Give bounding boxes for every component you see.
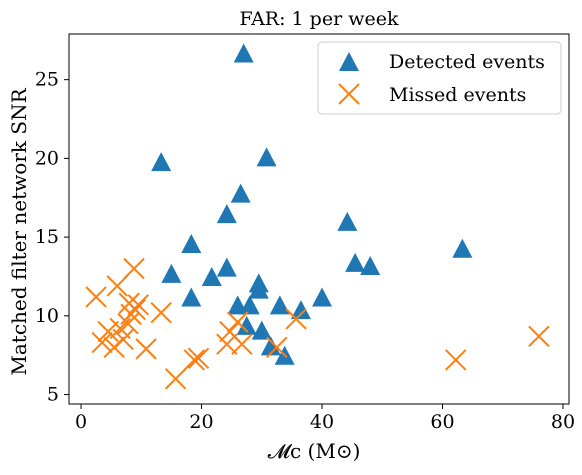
detected-event-point — [239, 295, 260, 315]
y-tick-label: 5 — [47, 384, 59, 406]
missed-event-point — [216, 333, 238, 355]
detected-event-point — [216, 204, 237, 224]
missed-event-point — [123, 257, 145, 280]
missed-event-point — [164, 368, 187, 390]
detected-event-point — [216, 257, 237, 277]
y-tick-label: 20 — [35, 147, 59, 169]
plot-marks — [85, 43, 550, 390]
missed-event-point — [183, 349, 206, 371]
missed-event-point — [231, 333, 253, 355]
detected-event-point — [230, 183, 251, 203]
x-tick-label: 60 — [430, 411, 454, 433]
detected-event-point — [290, 300, 311, 320]
y-tick-label: 25 — [35, 69, 59, 91]
x-tick-label: 40 — [310, 411, 334, 433]
detected-event-point — [345, 252, 366, 272]
x-tick-label: 0 — [75, 411, 87, 433]
missed-event-point — [187, 347, 210, 370]
detected-event-point — [201, 267, 222, 287]
x-axis-ticks: 0 20 40 60 80 — [75, 404, 575, 433]
x-axis-label: 𝓜c (M⊙) — [268, 439, 361, 463]
detected-event-point — [233, 43, 254, 63]
y-axis-label: Matched filter network SNR — [7, 87, 31, 375]
detected-event-point — [236, 315, 257, 335]
missed-event-point — [106, 275, 128, 297]
missed-event-point — [112, 328, 134, 351]
chart-title: FAR: 1 per week — [240, 8, 399, 30]
legend-label-detected: Detected events — [389, 51, 545, 73]
x-tick-label: 20 — [189, 411, 213, 433]
legend: Detected events Missed events — [317, 41, 562, 115]
detected-event-point — [256, 147, 277, 167]
detected-event-point — [452, 238, 473, 258]
detected-event-point — [260, 336, 281, 356]
detected-event-point — [181, 287, 202, 307]
x-tick-label: 80 — [551, 411, 575, 433]
legend-label-missed: Missed events — [389, 84, 526, 106]
missed-event-point — [124, 298, 146, 321]
missed-event-point — [135, 338, 157, 360]
y-tick-label: 15 — [35, 226, 59, 248]
missed-event-point — [150, 301, 172, 324]
missed-event-point — [127, 294, 149, 316]
missed-event-point — [97, 320, 119, 343]
missed-event-point — [528, 325, 550, 348]
detected-event-point — [161, 263, 182, 283]
detected-event-point — [251, 320, 272, 340]
missed-event-point — [226, 311, 249, 333]
detected-event-point — [360, 256, 381, 276]
detected-event-point — [181, 233, 202, 253]
missed-event-point — [91, 331, 113, 354]
detected-event-point — [269, 295, 290, 315]
missed-event-point — [266, 336, 288, 359]
legend-x-marker-icon — [338, 83, 360, 105]
legend-box — [317, 41, 562, 115]
y-axis-ticks: 5 10 15 20 25 — [35, 69, 69, 406]
detected-event-point — [151, 152, 172, 172]
detected-event-point — [312, 287, 333, 307]
legend-triangle-marker-icon — [339, 52, 359, 71]
detected-event-point — [248, 279, 269, 299]
detected-event-point — [337, 211, 358, 231]
missed-event-point — [445, 349, 467, 371]
missed-event-point — [85, 286, 107, 308]
missed-event-point — [285, 308, 307, 330]
plot-frame — [68, 33, 570, 405]
y-tick-label: 10 — [35, 305, 59, 327]
